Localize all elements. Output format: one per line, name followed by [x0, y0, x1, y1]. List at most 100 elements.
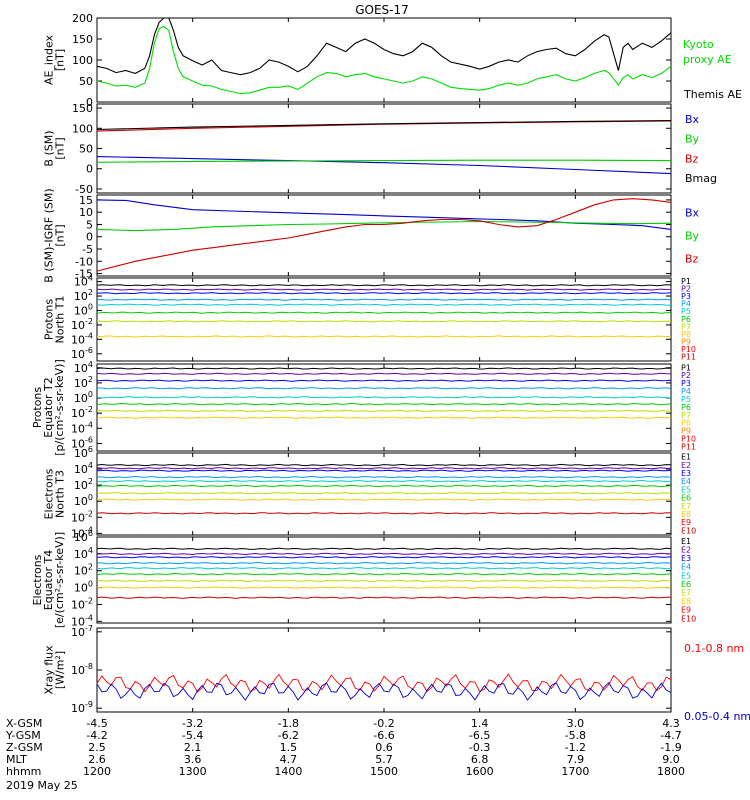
series-line-bx	[96, 156, 672, 175]
legend-entry: P4	[681, 387, 691, 396]
legend-entry: P8	[681, 330, 691, 339]
legend-entry: Bmag	[685, 172, 717, 185]
y-tick-label: -10	[75, 255, 93, 268]
legend-entry: P5	[681, 395, 691, 404]
legend-entry: P11	[681, 442, 696, 451]
series-line-by	[96, 159, 672, 163]
x-tick-label: 2.6	[88, 753, 106, 766]
y-tick-label: 150	[72, 33, 93, 46]
legend-entry: P2	[681, 285, 691, 294]
y-tick-label: 0	[86, 96, 93, 109]
x-tick-label: -4.5	[86, 717, 107, 730]
y-tick-label: -15	[75, 268, 93, 281]
level-line-0-05-0-4-nm	[96, 681, 672, 701]
level-line-p6	[96, 311, 672, 314]
y-axis-label: Protons	[43, 299, 56, 340]
level-line-p3	[96, 379, 672, 382]
y-tick-label: 10-9	[71, 700, 93, 715]
y-tick-label: 100	[72, 122, 93, 135]
legend-entry: P3	[681, 292, 691, 301]
legend-entry: E3	[681, 469, 691, 478]
x-tick-label: 4.3	[662, 717, 680, 730]
x-tick-label: 3.6	[184, 753, 202, 766]
y-tick-label: -5	[82, 243, 93, 256]
series-line-by	[96, 220, 672, 232]
legend-entry: Bz	[685, 152, 699, 165]
x-tick-label: 1600	[466, 765, 494, 778]
x-tick-label: -6.5	[469, 729, 490, 742]
legend-entry: E9	[681, 518, 691, 527]
x-tick-label: -1.2	[565, 741, 586, 754]
level-line-p2	[96, 288, 672, 291]
level-line-0-1-0-8-nm	[96, 673, 672, 693]
panel-frame	[96, 17, 672, 103]
y-tick-label: 104	[74, 360, 93, 375]
x-tick-label: -3.2	[182, 717, 203, 730]
level-line-e9	[96, 512, 672, 515]
level-line-p6	[96, 402, 672, 406]
y-tick-label: 10-7	[71, 624, 93, 639]
legend-entry: Bx	[685, 113, 700, 126]
y-tick-label: 100	[74, 390, 93, 405]
legend-entry: Bx	[685, 206, 700, 219]
legend-entry: E2	[681, 461, 691, 470]
legend-entry: P7	[681, 322, 691, 331]
legend-entry: P1	[681, 277, 691, 286]
y-tick-label: 10-6	[71, 346, 93, 361]
y-tick-label: 100	[72, 54, 93, 67]
legend-entry: 0.1-0.8 nm	[684, 642, 744, 655]
level-line-p8	[96, 416, 672, 419]
x-tick-label: -6.2	[278, 729, 299, 742]
x-row-label: Z-GSM	[6, 741, 43, 754]
legend-xray: 0.1-0.8 nm 0.05-0.4 nm	[684, 642, 750, 723]
legend-entry: By	[685, 133, 700, 146]
x-tick-label: -1.9	[660, 741, 681, 754]
y-axis-label: North T1	[54, 296, 67, 344]
legend-entry: Kyoto	[683, 38, 714, 51]
legend-entry: E8	[681, 597, 691, 606]
x-tick-label: -4.7	[660, 729, 681, 742]
series-line-bz	[96, 198, 672, 272]
x-tick-label: 1400	[274, 765, 302, 778]
level-line-p1	[96, 367, 672, 370]
legend-entry: P9	[681, 427, 691, 436]
x-tick-label: 1700	[561, 765, 589, 778]
x-tick-label: 9.0	[662, 753, 680, 766]
level-line-e8	[96, 586, 672, 589]
x-tick-label: 1.5	[280, 741, 298, 754]
y-tick-label: 10-2	[71, 596, 93, 611]
y-tick-label: 10	[79, 206, 93, 219]
x-tick-label: 6.8	[471, 753, 489, 766]
y-tick-label: 10-6	[71, 435, 93, 450]
y-tick-label: 0	[86, 163, 93, 176]
level-line-p5	[96, 303, 672, 306]
level-line-e7	[96, 579, 672, 582]
level-line-p4	[97, 387, 672, 390]
y-axis-label: B (SM)	[43, 130, 56, 166]
x-tick-label: 7.9	[567, 753, 585, 766]
legend-entry: P10	[681, 435, 696, 444]
legend-entry: 0.05-0.4 nm	[684, 710, 750, 723]
series-line-kyoto-proxy-ae	[96, 25, 672, 95]
y-tick-label: 0	[86, 231, 93, 244]
x-tick-label: -4.2	[86, 729, 107, 742]
y-tick-label: 102	[74, 375, 93, 390]
y-tick-label: 10-4	[71, 525, 93, 540]
level-line-e5	[96, 479, 672, 483]
legend-entry: proxy AE	[683, 53, 732, 66]
y-tick-label: 104	[74, 274, 93, 289]
x-tick-label: 1300	[179, 765, 207, 778]
x-tick-label: 1500	[370, 765, 398, 778]
panel-frame	[96, 194, 672, 277]
legend-entry: By	[685, 230, 700, 243]
level-line-p4	[96, 298, 672, 301]
y-tick-label: 100	[74, 580, 93, 595]
legend-entry: Themis AE	[683, 88, 742, 101]
